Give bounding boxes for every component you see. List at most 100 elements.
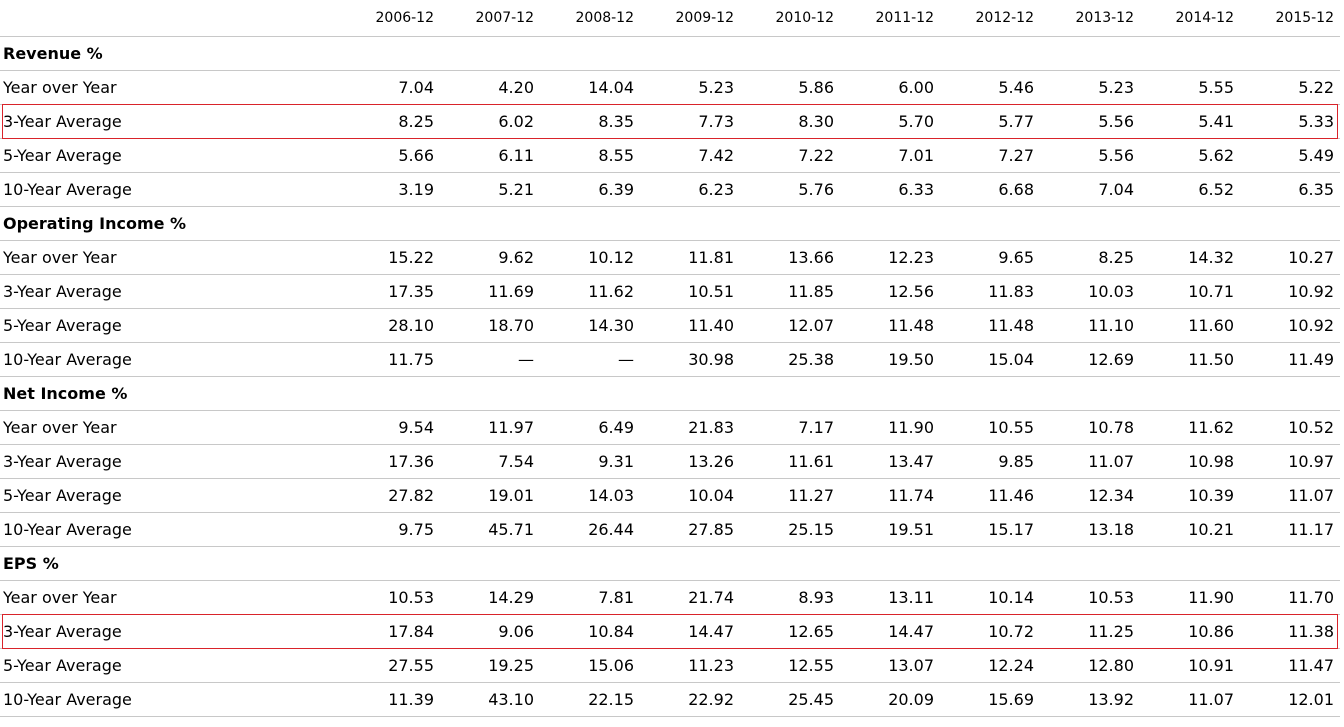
- section-row: Revenue %: [0, 37, 1340, 71]
- data-row: 5-Year Average 5.66 6.11 8.55 7.42 7.22 7.01 7.…: [0, 139, 1340, 173]
- cell-value: 21.83: [640, 411, 740, 445]
- cell-value: 13.18: [1040, 513, 1140, 547]
- cell-value: 7.27: [940, 139, 1040, 173]
- cell-value: 6.39: [540, 173, 640, 207]
- cell-value: 7.81: [540, 581, 640, 615]
- cell-value: 10.71: [1140, 275, 1240, 309]
- cell-value: 11.62: [540, 275, 640, 309]
- row-label: Year over Year: [0, 581, 340, 615]
- column-header: 2011-12: [840, 0, 940, 37]
- cell-value: 10.04: [640, 479, 740, 513]
- cell-value: 18.70: [440, 309, 540, 343]
- cell-value: 10.12: [540, 241, 640, 275]
- cell-value: 22.92: [640, 683, 740, 717]
- section-title: Operating Income %: [0, 207, 1340, 241]
- cell-value: 9.85: [940, 445, 1040, 479]
- cell-value: 7.17: [740, 411, 840, 445]
- cell-value: 10.92: [1240, 309, 1340, 343]
- cell-value: 11.74: [840, 479, 940, 513]
- cell-value: 10.72: [940, 615, 1040, 649]
- cell-value: 11.62: [1140, 411, 1240, 445]
- cell-value: 10.98: [1140, 445, 1240, 479]
- cell-value: 12.80: [1040, 649, 1140, 683]
- cell-value: 14.04: [540, 71, 640, 105]
- column-header: 2013-12: [1040, 0, 1140, 37]
- cell-value: 11.83: [940, 275, 1040, 309]
- cell-value: 11.90: [840, 411, 940, 445]
- data-row: 3-Year Average 17.36 7.54 9.31 13.26 11.61 13.…: [0, 445, 1340, 479]
- cell-value: 17.35: [340, 275, 440, 309]
- cell-value: 8.30: [740, 105, 840, 139]
- cell-value: 15.22: [340, 241, 440, 275]
- row-label: 5-Year Average: [0, 479, 340, 513]
- cell-value: 3.19: [340, 173, 440, 207]
- cell-value: 11.10: [1040, 309, 1140, 343]
- cell-value: 6.33: [840, 173, 940, 207]
- section-row: EPS %: [0, 547, 1340, 581]
- cell-value: 11.49: [1240, 343, 1340, 377]
- cell-value: 6.49: [540, 411, 640, 445]
- cell-value: 11.23: [640, 649, 740, 683]
- cell-value: 11.38: [1240, 615, 1340, 649]
- column-header: 2015-12: [1240, 0, 1340, 37]
- cell-value: 10.14: [940, 581, 1040, 615]
- cell-value: 12.55: [740, 649, 840, 683]
- cell-value: —: [440, 343, 540, 377]
- cell-value: 6.35: [1240, 173, 1340, 207]
- cell-value: 10.27: [1240, 241, 1340, 275]
- row-label: 5-Year Average: [0, 309, 340, 343]
- data-row: 10-Year Average 11.39 43.10 22.15 22.92 25.45…: [0, 683, 1340, 717]
- cell-value: 8.25: [1040, 241, 1140, 275]
- row-label: 10-Year Average: [0, 513, 340, 547]
- data-row: Year over Year 9.54 11.97 6.49 21.83 7.17 11.9…: [0, 411, 1340, 445]
- cell-value: 7.73: [640, 105, 740, 139]
- cell-value: 11.27: [740, 479, 840, 513]
- cell-value: 10.78: [1040, 411, 1140, 445]
- cell-value: 11.81: [640, 241, 740, 275]
- cell-value: 27.55: [340, 649, 440, 683]
- cell-value: 11.97: [440, 411, 540, 445]
- cell-value: 11.69: [440, 275, 540, 309]
- column-header: 2014-12: [1140, 0, 1240, 37]
- cell-value: 10.53: [1040, 581, 1140, 615]
- cell-value: 8.55: [540, 139, 640, 173]
- cell-value: 5.86: [740, 71, 840, 105]
- cell-value: 5.56: [1040, 105, 1140, 139]
- cell-value: 13.07: [840, 649, 940, 683]
- data-row: Year over Year 15.22 9.62 10.12 11.81 13.66 12…: [0, 241, 1340, 275]
- row-label: 3-Year Average: [0, 445, 340, 479]
- cell-value: 14.47: [840, 615, 940, 649]
- cell-value: 17.84: [340, 615, 440, 649]
- cell-value: 5.21: [440, 173, 540, 207]
- cell-value: 11.07: [1140, 683, 1240, 717]
- cell-value: 13.26: [640, 445, 740, 479]
- cell-value: 19.25: [440, 649, 540, 683]
- cell-value: 10.51: [640, 275, 740, 309]
- cell-value: 5.41: [1140, 105, 1240, 139]
- column-header: 2012-12: [940, 0, 1040, 37]
- row-label: 3-Year Average: [0, 275, 340, 309]
- cell-value: 8.25: [340, 105, 440, 139]
- row-label: Year over Year: [0, 71, 340, 105]
- cell-value: 15.06: [540, 649, 640, 683]
- cell-value: 25.38: [740, 343, 840, 377]
- cell-value: 11.39: [340, 683, 440, 717]
- column-header: 2010-12: [740, 0, 840, 37]
- cell-value: 9.06: [440, 615, 540, 649]
- cell-value: 25.45: [740, 683, 840, 717]
- cell-value: 10.97: [1240, 445, 1340, 479]
- cell-value: 27.82: [340, 479, 440, 513]
- cell-value: 11.48: [940, 309, 1040, 343]
- section-title: Net Income %: [0, 377, 1340, 411]
- cell-value: 10.91: [1140, 649, 1240, 683]
- cell-value: 9.54: [340, 411, 440, 445]
- cell-value: 11.46: [940, 479, 1040, 513]
- cell-value: 9.62: [440, 241, 540, 275]
- cell-value: 11.50: [1140, 343, 1240, 377]
- cell-value: 13.66: [740, 241, 840, 275]
- data-row: Year over Year 10.53 14.29 7.81 21.74 8.93 13.…: [0, 581, 1340, 615]
- cell-value: 12.24: [940, 649, 1040, 683]
- cell-value: 10.39: [1140, 479, 1240, 513]
